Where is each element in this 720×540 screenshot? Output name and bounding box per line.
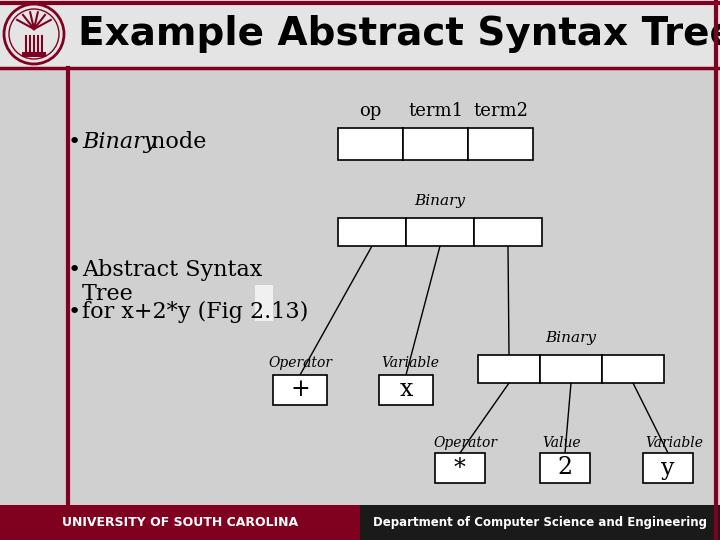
Text: •: • [68,260,81,280]
Text: Abstract Syntax: Abstract Syntax [82,259,262,281]
Bar [468,128,533,160]
Text: Operator: Operator [433,436,497,450]
Bar [540,453,590,483]
Text: x: x [400,379,413,402]
Text: node: node [144,131,207,153]
Text: UNIVERSITY OF SOUTH CAROLINA: UNIVERSITY OF SOUTH CAROLINA [62,516,298,529]
Bar [273,375,327,405]
Bar [338,128,403,160]
Bar [602,355,664,383]
Text: Variable: Variable [645,436,703,450]
Text: Binary: Binary [546,331,596,345]
Text: •: • [68,132,81,152]
Bar [435,453,485,483]
Bar [478,355,540,383]
Text: *: * [454,456,466,480]
Bar [379,375,433,405]
Text: op: op [359,102,382,120]
Text: Department of Computer Science and Engineering: Department of Computer Science and Engin… [373,516,707,529]
Bar [474,218,542,246]
Bar [403,128,468,160]
Bar [22,52,46,57]
Text: Value: Value [542,436,580,450]
Text: Binary: Binary [415,194,466,208]
Text: for x+2*y (Fig 2.13): for x+2*y (Fig 2.13) [82,301,308,323]
Text: Operator: Operator [268,356,332,370]
Bar [540,355,602,383]
Bar [360,505,720,540]
Bar [0,0,720,68]
Text: Example Abstract Syntax Tree: Example Abstract Syntax Tree [78,15,720,53]
Bar [338,218,406,246]
Bar [0,505,360,540]
Bar [406,218,474,246]
Bar [255,285,273,321]
Text: •: • [68,302,81,322]
Bar [643,453,693,483]
Text: Variable: Variable [381,356,439,370]
Text: y: y [661,456,675,480]
Text: 2: 2 [557,456,572,480]
Text: term1: term1 [408,102,463,120]
Text: Binary: Binary [82,131,156,153]
Text: Tree: Tree [82,283,134,305]
Text: term2: term2 [473,102,528,120]
Text: +: + [290,379,310,402]
